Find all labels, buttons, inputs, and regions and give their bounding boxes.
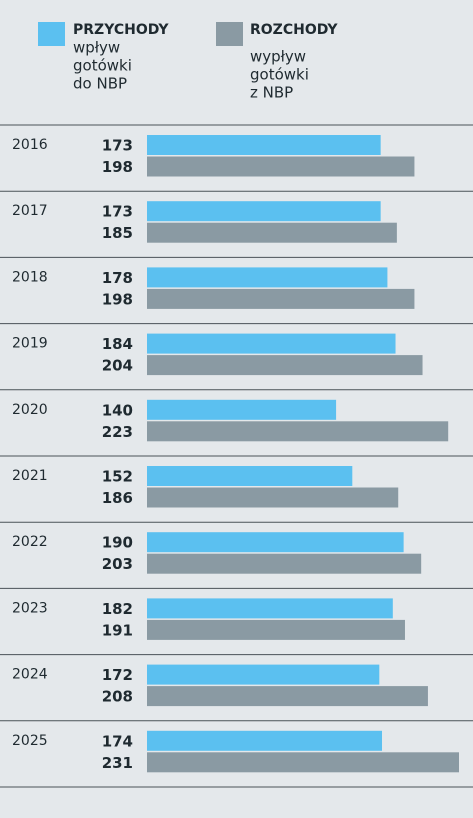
value-label: 223 (102, 423, 133, 441)
bar (147, 201, 381, 222)
legend-swatch (216, 22, 243, 46)
value-label: 172 (102, 666, 133, 684)
legend-note: wpływ (73, 39, 120, 57)
legend-note: do NBP (73, 75, 127, 93)
value-label: 152 (102, 468, 133, 486)
bar (147, 222, 397, 243)
value-label: 178 (102, 269, 133, 287)
legend-note: z NBP (250, 84, 293, 102)
category-label: 2017 (12, 203, 48, 219)
category-label: 2019 (12, 336, 48, 352)
bar (147, 598, 393, 619)
legend-swatch (38, 22, 65, 46)
bar (147, 267, 388, 288)
value-label: 190 (102, 534, 133, 552)
category-label: 2016 (12, 137, 48, 153)
value-label: 173 (102, 137, 133, 155)
bar (147, 664, 380, 685)
value-label: 198 (102, 290, 133, 308)
legend-note: wypływ (250, 48, 306, 66)
bar (147, 752, 459, 773)
value-label: 140 (102, 401, 133, 419)
bar (147, 487, 399, 508)
category-label: 2023 (12, 600, 48, 616)
category-label: 2021 (12, 468, 48, 484)
legend-label: ROZCHODY (250, 22, 338, 38)
legend-label: PRZYCHODY (73, 22, 169, 38)
bar (147, 466, 353, 486)
bar (147, 288, 415, 309)
value-label: 186 (102, 489, 133, 507)
value-label: 173 (102, 203, 133, 221)
legend-note: gotówki (250, 66, 309, 84)
category-label: 2020 (12, 402, 48, 418)
bar (147, 619, 405, 640)
bar (147, 355, 423, 376)
value-label: 185 (102, 224, 133, 242)
value-label: 174 (102, 732, 133, 750)
value-label: 203 (102, 555, 133, 573)
category-label: 2025 (12, 733, 48, 749)
value-label: 204 (102, 357, 133, 375)
value-label: 231 (102, 754, 133, 772)
bar (147, 135, 381, 155)
bar (147, 156, 415, 177)
bar (147, 553, 422, 574)
bar (147, 421, 449, 442)
value-label: 198 (102, 158, 133, 176)
bar (147, 532, 404, 553)
value-label: 208 (102, 688, 133, 706)
category-label: 2024 (12, 667, 48, 683)
bar (147, 399, 337, 420)
value-label: 182 (102, 600, 133, 618)
legend-note: gotówki (73, 57, 132, 75)
value-label: 191 (102, 621, 133, 639)
category-label: 2018 (12, 269, 48, 285)
bar (147, 333, 396, 354)
bar (147, 686, 428, 707)
value-label: 184 (102, 335, 133, 353)
category-label: 2022 (12, 534, 48, 550)
bar (147, 730, 383, 751)
